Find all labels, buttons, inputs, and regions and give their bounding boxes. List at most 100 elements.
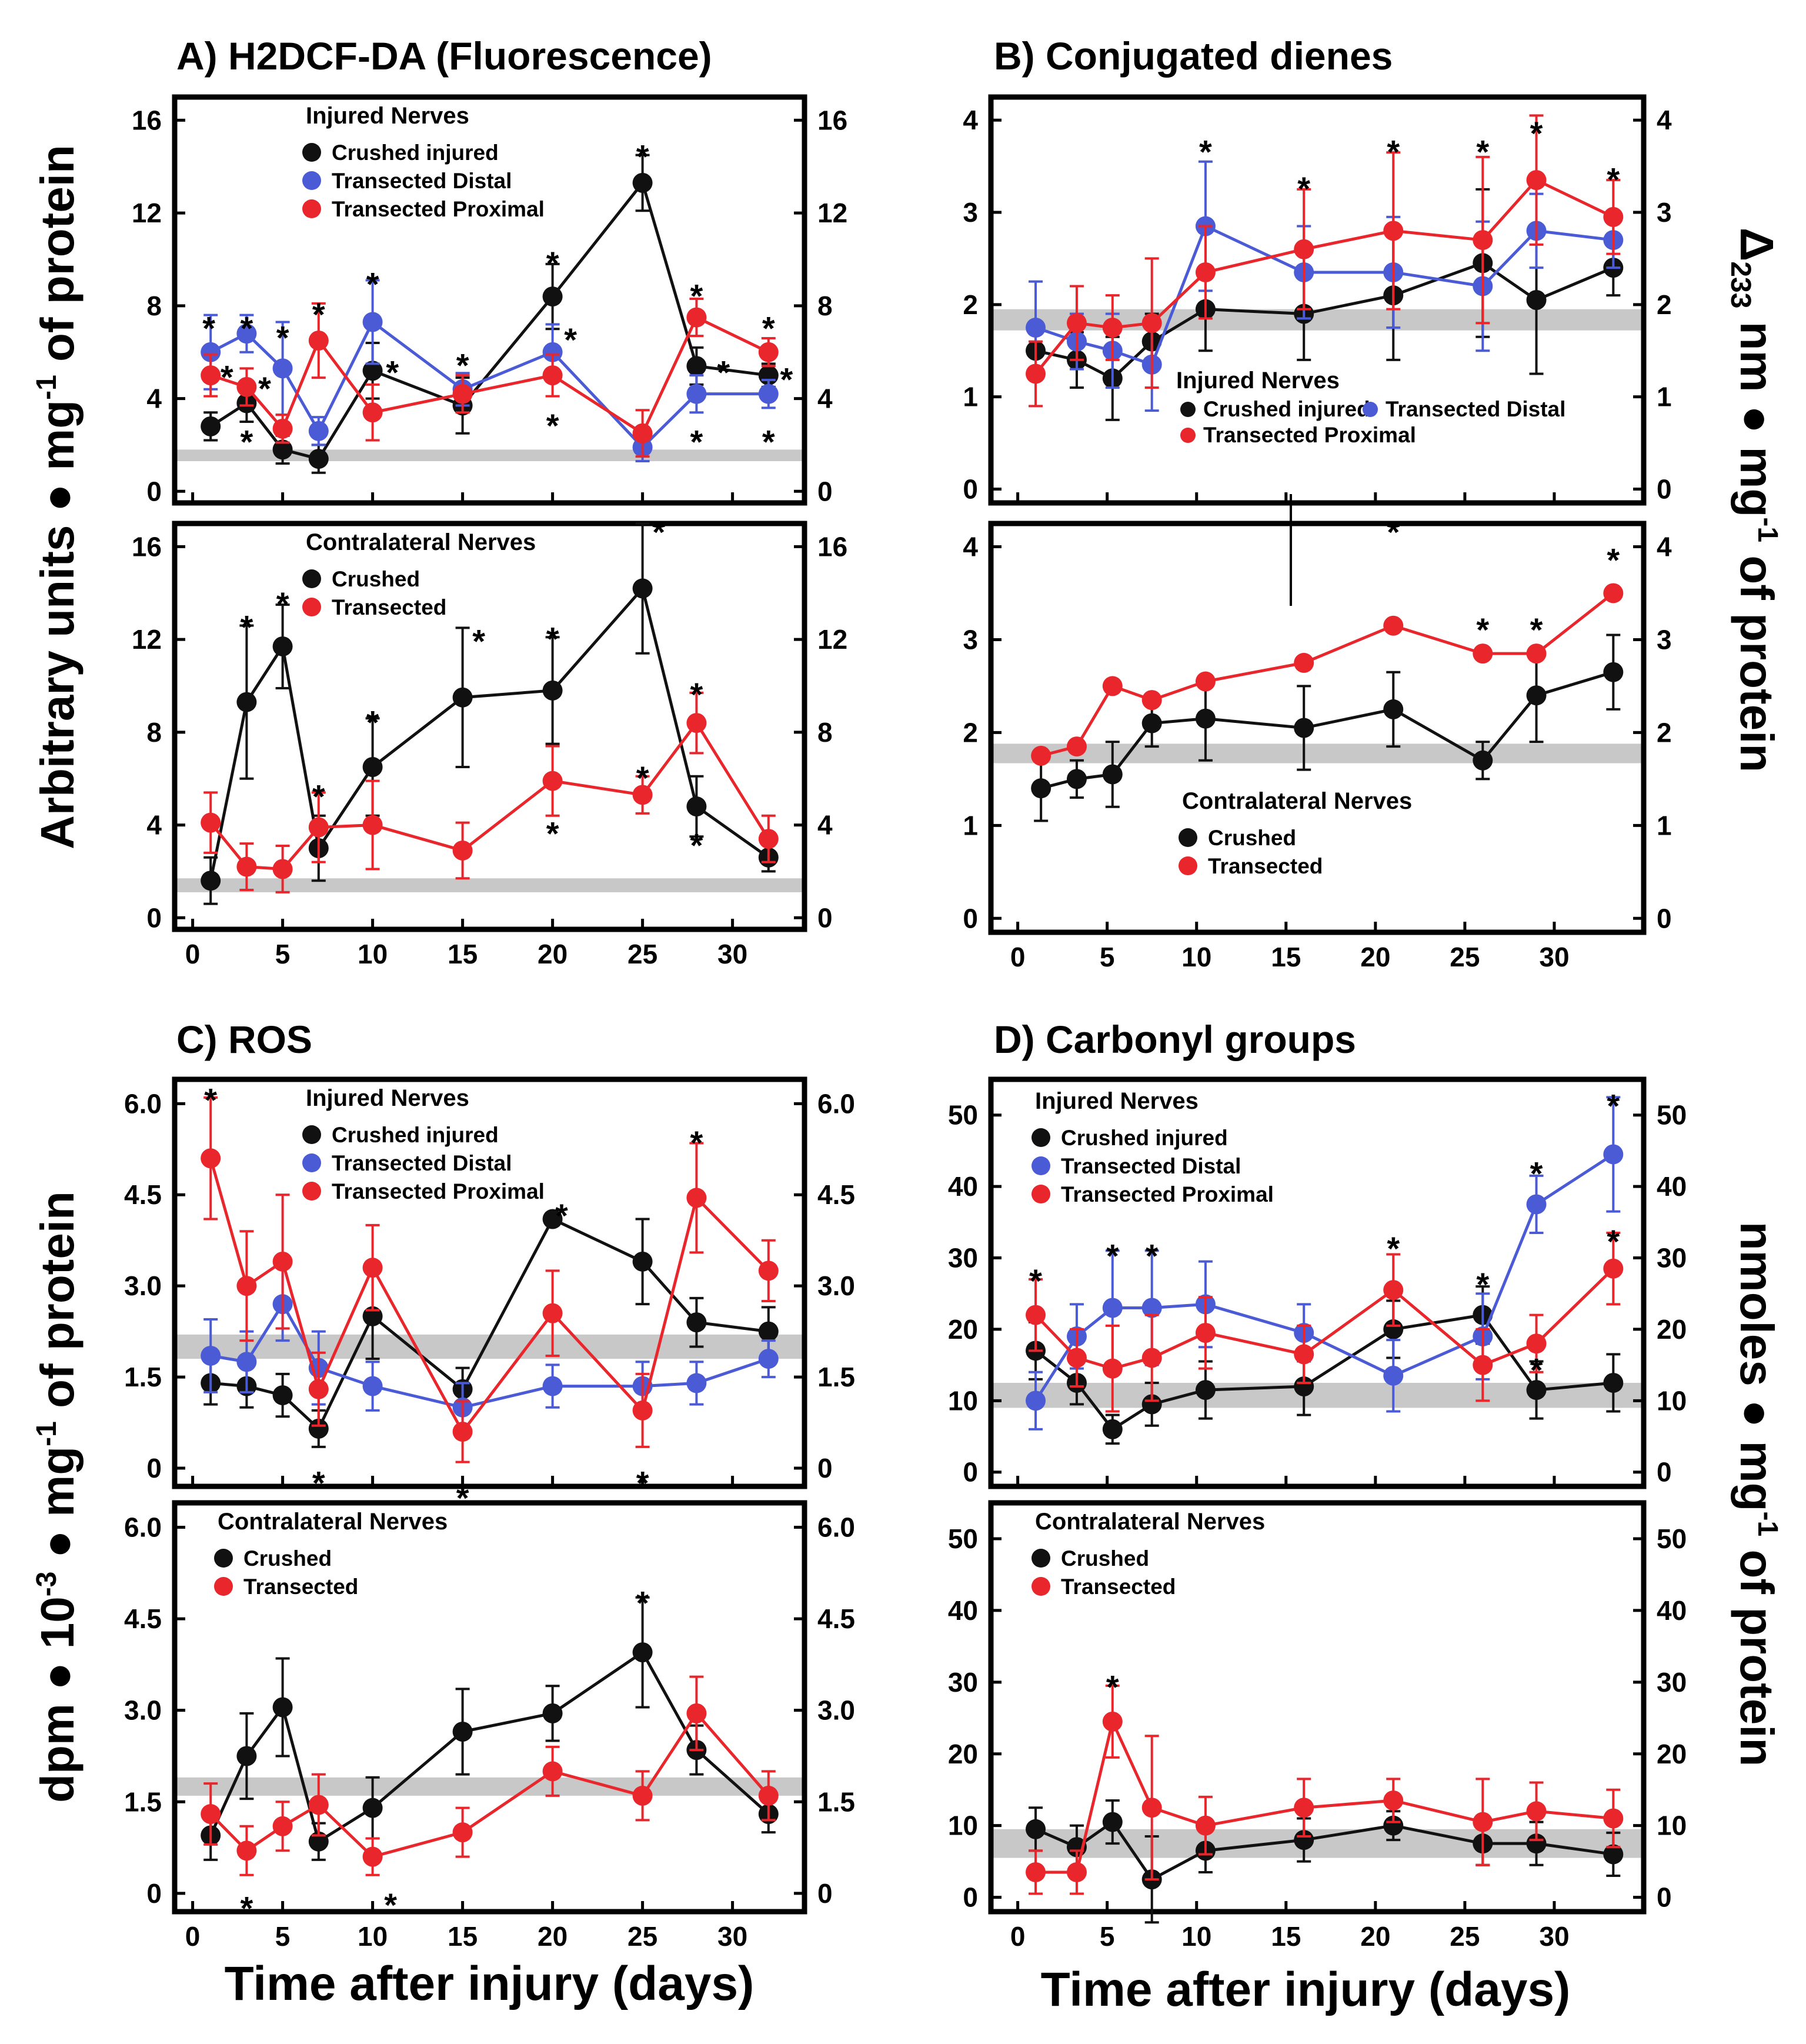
significance-star: * bbox=[386, 354, 399, 391]
data-point bbox=[1383, 221, 1404, 241]
data-point bbox=[758, 829, 779, 849]
legend-label: Transected Proximal bbox=[332, 197, 545, 221]
plot-frame bbox=[988, 521, 1647, 935]
legend: Contralateral Nerves Crushed Transected bbox=[1031, 1509, 1265, 1599]
ytick-label-right: 3.0 bbox=[817, 1695, 855, 1726]
ytick-label-right: 2 bbox=[1657, 717, 1672, 748]
significance-star: * bbox=[202, 310, 215, 347]
legend-swatch bbox=[1031, 1549, 1050, 1568]
data-point bbox=[1026, 1819, 1046, 1839]
significance-star: * bbox=[1607, 1223, 1620, 1260]
panel-D-contralateral: 0 0 10 10 20 20 30 30 40 40 50 50 0 5 10 15 20 25 30 * Contr… bbox=[948, 1500, 1687, 1952]
significance-star: * bbox=[1297, 170, 1310, 207]
significance-star: * bbox=[636, 138, 649, 175]
significance-star: * bbox=[312, 1464, 325, 1501]
significance-star: * bbox=[384, 1886, 397, 1923]
significance-star: * bbox=[221, 358, 233, 395]
x-axis-label-left: Time after injury (days) bbox=[225, 1957, 755, 2010]
data-point bbox=[1102, 676, 1123, 696]
right-ylabel-top: Δ233 nm ● mg-1 of protein bbox=[1725, 228, 1783, 772]
data-point bbox=[452, 1721, 473, 1742]
panel-title: D) Carbonyl groups bbox=[994, 1018, 1356, 1061]
ytick-label-left: 10 bbox=[948, 1385, 978, 1416]
series-line bbox=[209, 1710, 770, 1859]
data-point bbox=[686, 1188, 707, 1208]
data-point bbox=[272, 1816, 293, 1836]
xtick-label: 10 bbox=[1181, 1921, 1211, 1952]
data-point bbox=[1031, 778, 1051, 799]
series-transected-proximal bbox=[1026, 1232, 1624, 1413]
ytick-label-left: 2 bbox=[963, 289, 978, 320]
legend-title: Injured Nerves bbox=[306, 103, 469, 129]
significance-star: * bbox=[366, 703, 379, 741]
data-point bbox=[1026, 1391, 1046, 1411]
significance-star: * bbox=[276, 319, 289, 356]
data-point bbox=[542, 286, 563, 307]
ytick-label-right: 0 bbox=[1657, 1457, 1672, 1488]
legend-swatch bbox=[1179, 856, 1197, 875]
legend-label: Transected Distal bbox=[1386, 397, 1565, 421]
legend-label: Crushed injured bbox=[332, 1123, 499, 1147]
significance-star: * bbox=[204, 1082, 217, 1119]
significance-star: * bbox=[636, 1585, 649, 1622]
data-point bbox=[1526, 685, 1547, 706]
ytick-label-left: 20 bbox=[948, 1739, 978, 1769]
ytick-label-right: 3.0 bbox=[817, 1271, 855, 1301]
series-line bbox=[209, 179, 769, 461]
left-ylabel-top: Arbitrary units ● mg-1 of protein bbox=[31, 145, 84, 849]
data-point bbox=[686, 1312, 707, 1333]
ytick-label-right: 30 bbox=[1657, 1243, 1687, 1273]
ytick-label-left: 4 bbox=[146, 810, 162, 841]
xtick-label: 30 bbox=[717, 1921, 747, 1952]
ytick-label-right: 0 bbox=[817, 1878, 833, 1909]
significance-star: * bbox=[1476, 1266, 1489, 1303]
data-point bbox=[1026, 1305, 1046, 1325]
significance-star: * bbox=[456, 1479, 469, 1516]
data-point bbox=[542, 1209, 563, 1229]
significance-star: * bbox=[241, 424, 253, 461]
ytick-label-left: 4 bbox=[146, 384, 162, 414]
significance-star: * bbox=[762, 310, 775, 347]
data-point bbox=[1603, 662, 1624, 682]
data-point bbox=[1383, 699, 1404, 719]
ytick-label-right: 1 bbox=[1657, 382, 1672, 412]
panel-title: B) Conjugated dienes bbox=[994, 34, 1393, 78]
legend-title: Contralateral Nerves bbox=[218, 1509, 448, 1535]
data-point bbox=[272, 859, 293, 879]
data-point bbox=[542, 365, 563, 386]
data-point bbox=[542, 680, 563, 701]
significance-star: * bbox=[241, 1889, 253, 1926]
data-point bbox=[236, 324, 257, 344]
legend-swatch bbox=[302, 1125, 321, 1144]
significance-star: * bbox=[636, 1464, 649, 1501]
data-point bbox=[308, 1795, 329, 1815]
x-axis-label-right: Time after injury (days) bbox=[1041, 1963, 1571, 2016]
legend-swatch bbox=[214, 1577, 233, 1596]
legend-swatch bbox=[1363, 402, 1378, 417]
panel-C-injured: C) ROS 0 0 1.5 1.5 3.0 3.0 4.5 4.5 6.0 6.0 * * * * * * In… bbox=[124, 1018, 855, 1516]
legend-swatch bbox=[1031, 1156, 1050, 1175]
xtick-label: 5 bbox=[275, 1921, 291, 1952]
data-point bbox=[1473, 1812, 1493, 1832]
data-point bbox=[1026, 318, 1046, 338]
legend-label: Transected Proximal bbox=[332, 1179, 545, 1203]
series-line bbox=[210, 319, 769, 449]
significance-star: * bbox=[1530, 1352, 1543, 1389]
data-point bbox=[1473, 230, 1493, 251]
ytick-label-right: 4 bbox=[817, 384, 833, 414]
data-point bbox=[272, 636, 293, 656]
series-line bbox=[210, 1301, 769, 1409]
significance-star: * bbox=[276, 585, 289, 622]
ytick-label-left: 0 bbox=[963, 903, 978, 933]
data-point bbox=[201, 1148, 221, 1169]
legend-title: Injured Nerves bbox=[1176, 368, 1340, 394]
series-line bbox=[1035, 261, 1614, 381]
ytick-label-right: 16 bbox=[817, 105, 847, 135]
ytick-label-right: 1 bbox=[1657, 810, 1672, 841]
legend-swatch bbox=[214, 1549, 233, 1568]
legend-label: Transected Distal bbox=[1061, 1154, 1241, 1178]
data-point bbox=[758, 342, 779, 362]
